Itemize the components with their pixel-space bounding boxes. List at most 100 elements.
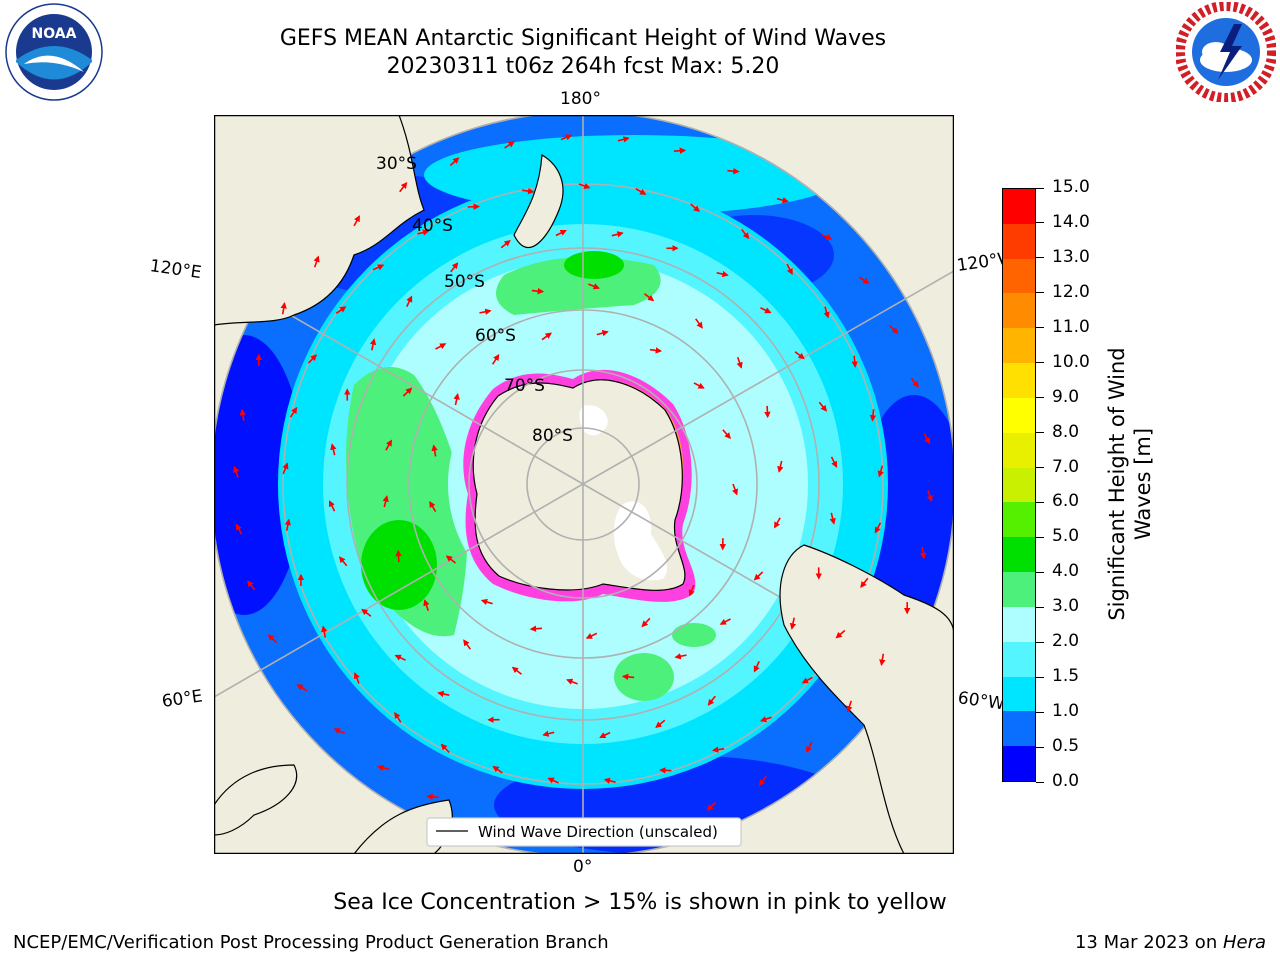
wave-direction-arrow [353, 215, 361, 227]
wave-direction-arrow [805, 741, 813, 753]
lon-label-60e: 60°E [160, 686, 204, 712]
wave-direction-arrow [547, 777, 559, 784]
wave-direction-arrow [531, 287, 545, 295]
wave-direction-arrow [423, 599, 430, 612]
colorbar-tick-label: 0.0 [1052, 771, 1080, 791]
colorbar-segment [1003, 328, 1035, 364]
wave-direction-arrow [879, 653, 886, 666]
wave-direction-arrow [801, 676, 813, 684]
wave-direction-arrow [426, 793, 439, 801]
wave-direction-arrow [479, 308, 492, 315]
wave-direction-arrow [760, 307, 772, 314]
wave-direction-arrow [786, 263, 793, 276]
wave-direction-arrow [764, 405, 771, 419]
colorbar [1002, 188, 1036, 782]
wave-direction-arrow [578, 182, 591, 189]
wave-direction-arrow [869, 409, 877, 422]
wave-direction-arrow [877, 465, 884, 478]
wave-direction-arrow [741, 228, 750, 240]
colorbar-tick-mark [1036, 501, 1044, 503]
map-panel: 30°S 40°S 50°S 60°S 70°S 80°S Wind Wave … [214, 115, 954, 854]
wave-direction-arrow [395, 549, 402, 563]
colorbar-tick-label: 9.0 [1052, 386, 1080, 407]
colorbar-segment [1003, 188, 1035, 224]
lat-label-40s: 40°S [412, 216, 453, 236]
wave-direction-arrow [774, 517, 781, 529]
wave-direction-arrow [369, 338, 377, 351]
chart-title: GEFS MEAN Antarctic Significant Height o… [279, 26, 887, 51]
colorbar-tick-label: 13.0 [1052, 246, 1090, 267]
wave-direction-arrow [333, 728, 346, 735]
graticule [214, 115, 954, 854]
wave-direction-arrow [394, 711, 402, 723]
colorbar-tick-label: 14.0 [1052, 211, 1090, 232]
lat-label-50s: 50°S [444, 272, 485, 292]
wave-direction-arrow [835, 629, 846, 639]
wave-direction-arrow [361, 608, 372, 617]
lon-label-120e: 120°E [148, 256, 203, 284]
lon-label-180: 180° [560, 89, 601, 109]
colorbar-segment [1003, 223, 1035, 259]
lon-label-120w: 120°W [955, 249, 1004, 276]
wave-direction-arrow [247, 580, 256, 591]
wave-direction-arrow [435, 343, 447, 350]
sea-ice-note: Sea Ice Concentration > 15% is shown in … [333, 890, 947, 915]
colorbar-tick-mark [1036, 641, 1044, 643]
wave-direction-arrow [732, 483, 739, 496]
colorbar-tick-label: 10.0 [1052, 351, 1090, 372]
wave-direction-arrow [820, 233, 833, 240]
lon-label-60w: 60°W [956, 688, 1003, 715]
footer-date-text: 13 Mar 2023 on [1074, 932, 1223, 953]
wave-direction-arrow [296, 684, 308, 692]
wave-direction-arrow [617, 136, 630, 143]
wave-direction-arrow [706, 801, 717, 811]
legend-label: Wind Wave Direction (unscaled) [478, 823, 718, 841]
wave-direction-arrow [641, 617, 651, 628]
wave-direction-arrow [330, 443, 337, 456]
wave-direction-arrow [711, 746, 725, 753]
colorbar-segment [1003, 293, 1035, 329]
wave-direction-arrow [846, 700, 853, 713]
wave-direction-arrow [338, 556, 348, 567]
wave-direction-arrow [555, 229, 567, 237]
wave-direction-arrow [445, 555, 456, 564]
colorbar-tick-mark [1036, 222, 1044, 224]
wave-direction-arrow [402, 387, 413, 397]
wave-direction-arrow [372, 264, 385, 271]
wave-direction-arrow [382, 495, 389, 508]
wave-direction-arrow [453, 393, 460, 406]
nws-logo [1175, 1, 1277, 103]
colorbar-tick-mark [1036, 781, 1044, 783]
colorbar-segment [1003, 606, 1035, 642]
wave-direction-arrow [695, 318, 703, 329]
wave-direction-arrow [313, 255, 320, 268]
wave-direction-arrow [385, 439, 392, 451]
colorbar-tick-mark [1036, 467, 1044, 469]
wave-direction-arrow [566, 678, 578, 685]
wave-direction-arrow [926, 490, 933, 503]
noaa-logo-text: NOAA [32, 26, 77, 42]
wave-direction-arrow [851, 355, 858, 368]
chart-subtitle: 20230311 t06z 264h fcst Max: 5.20 [386, 54, 780, 79]
wave-direction-arrow [429, 501, 437, 513]
wave-direction-arrow [673, 147, 687, 154]
footer-host: Hera [1222, 932, 1266, 953]
colorbar-segment [1003, 397, 1035, 433]
colorbar-tick-mark [1036, 711, 1044, 713]
colorbar-tick-mark [1036, 432, 1044, 434]
wave-direction-arrow [585, 632, 598, 639]
wave-direction-arrow [603, 777, 616, 784]
legend-box [426, 817, 742, 847]
lat-label-30s: 30°S [376, 154, 417, 174]
wave-direction-arrow [758, 775, 767, 787]
colorbar-segment [1003, 537, 1035, 573]
footer-branch: NCEP/EMC/Verification Post Processing Pr… [13, 932, 609, 953]
colorbar-tick-label: 1.0 [1052, 701, 1080, 722]
wave-direction-arrow [529, 625, 543, 632]
lat-label-80s: 80°S [532, 426, 573, 446]
wave-direction-arrow [399, 181, 408, 193]
wave-direction-arrow [649, 347, 663, 354]
wave-direction-arrow [450, 262, 459, 273]
wave-direction-arrow [377, 764, 390, 771]
wave-direction-arrow [599, 731, 611, 739]
